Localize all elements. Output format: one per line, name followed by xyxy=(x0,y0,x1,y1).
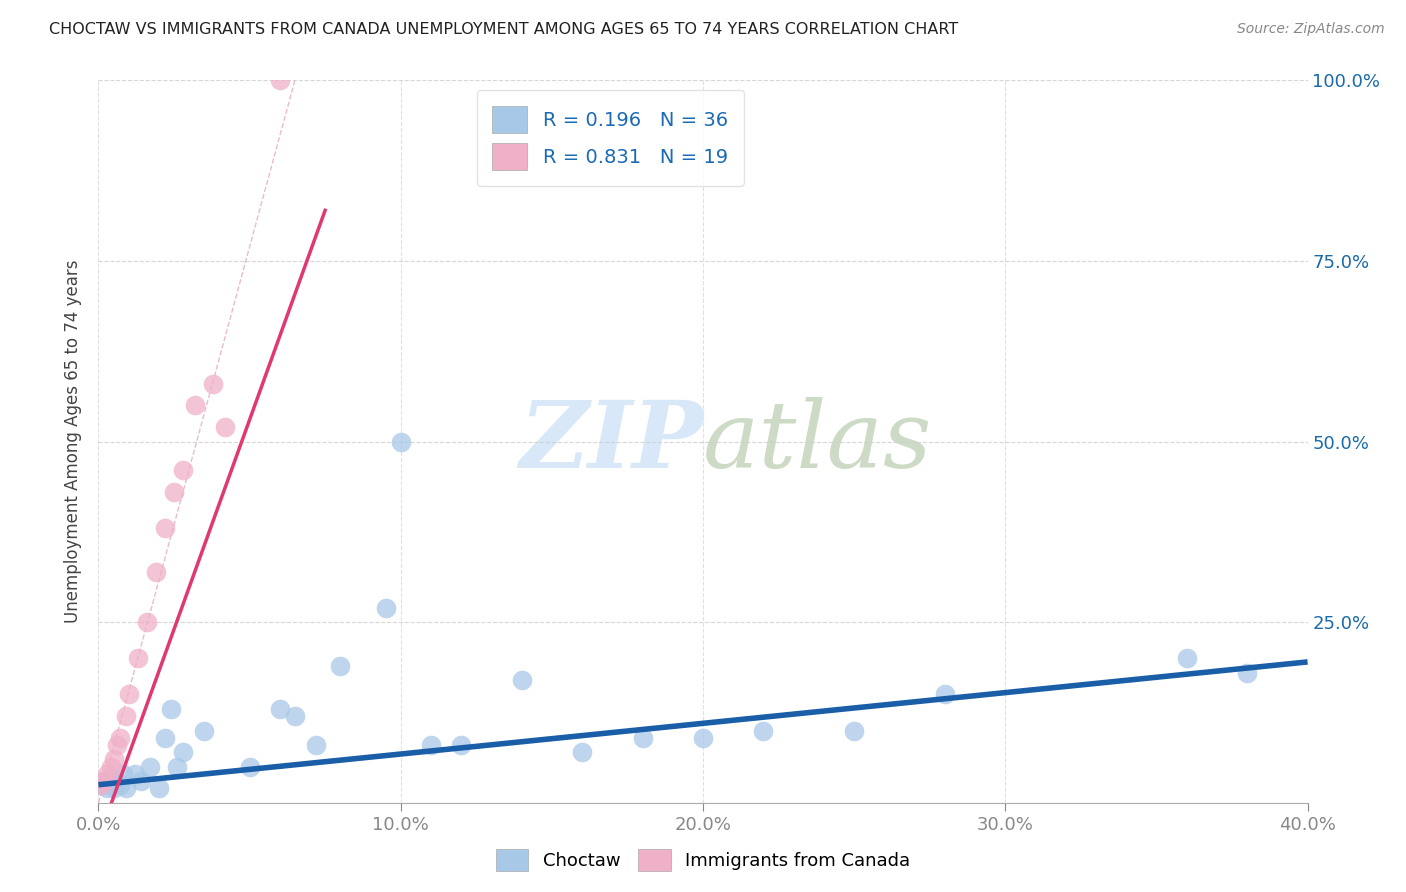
Point xyxy=(163,485,186,500)
Point xyxy=(389,434,412,449)
Point xyxy=(374,600,396,615)
Point xyxy=(284,709,307,723)
Point xyxy=(105,774,128,789)
Point xyxy=(450,738,472,752)
Point xyxy=(214,420,236,434)
Point xyxy=(239,760,262,774)
Point xyxy=(114,781,136,796)
Point xyxy=(139,760,162,774)
Point xyxy=(103,752,125,766)
Point xyxy=(114,709,136,723)
Point xyxy=(100,760,122,774)
Text: ZIP: ZIP xyxy=(519,397,703,486)
Point xyxy=(510,673,533,687)
Point xyxy=(93,774,115,789)
Point xyxy=(153,521,176,535)
Point xyxy=(934,687,956,701)
Point xyxy=(166,760,188,774)
Point xyxy=(111,767,134,781)
Text: atlas: atlas xyxy=(703,397,932,486)
Point xyxy=(269,702,291,716)
Y-axis label: Unemployment Among Ages 65 to 74 years: Unemployment Among Ages 65 to 74 years xyxy=(63,260,82,624)
Point xyxy=(145,565,167,579)
Point xyxy=(93,774,115,789)
Point xyxy=(148,781,170,796)
Point xyxy=(1236,665,1258,680)
Point xyxy=(124,767,146,781)
Point xyxy=(105,738,128,752)
Point xyxy=(96,767,118,781)
Point xyxy=(127,651,149,665)
Point xyxy=(153,731,176,745)
Point xyxy=(172,463,194,477)
Point xyxy=(329,658,352,673)
Point xyxy=(90,778,112,792)
Point xyxy=(96,781,118,796)
Point xyxy=(108,778,131,792)
Point xyxy=(269,73,291,87)
Point xyxy=(100,771,122,785)
Point xyxy=(692,731,714,745)
Point xyxy=(1175,651,1198,665)
Point xyxy=(129,774,152,789)
Point xyxy=(172,745,194,759)
Legend: R = 0.196   N = 36, R = 0.831   N = 19: R = 0.196 N = 36, R = 0.831 N = 19 xyxy=(477,90,744,186)
Point xyxy=(135,615,157,630)
Legend: Choctaw, Immigrants from Canada: Choctaw, Immigrants from Canada xyxy=(488,842,918,879)
Text: CHOCTAW VS IMMIGRANTS FROM CANADA UNEMPLOYMENT AMONG AGES 65 TO 74 YEARS CORRELA: CHOCTAW VS IMMIGRANTS FROM CANADA UNEMPL… xyxy=(49,22,959,37)
Point xyxy=(193,723,215,738)
Point xyxy=(103,781,125,796)
Point xyxy=(160,702,183,716)
Point xyxy=(184,398,207,412)
Point xyxy=(108,731,131,745)
Point xyxy=(202,376,225,391)
Point xyxy=(844,723,866,738)
Point xyxy=(752,723,775,738)
Point xyxy=(305,738,328,752)
Point xyxy=(118,687,141,701)
Point xyxy=(631,731,654,745)
Point xyxy=(90,778,112,792)
Text: Source: ZipAtlas.com: Source: ZipAtlas.com xyxy=(1237,22,1385,37)
Point xyxy=(571,745,593,759)
Point xyxy=(420,738,443,752)
